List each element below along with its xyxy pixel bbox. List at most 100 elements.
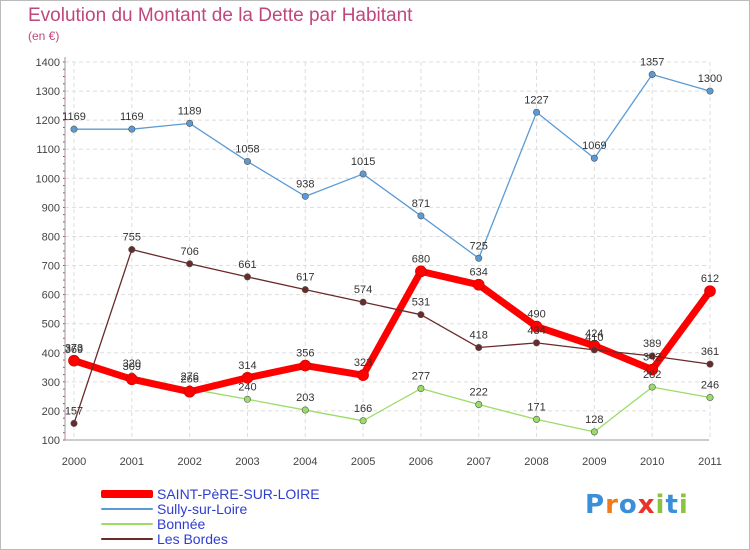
data-label: 369 [65, 344, 83, 356]
data-label: 574 [354, 284, 372, 296]
data-point [590, 154, 598, 162]
data-point [128, 125, 136, 133]
x-tick-label: 2002 [177, 456, 201, 468]
data-point [357, 369, 369, 381]
data-label: 490 [527, 309, 545, 321]
legend-label: Bonnée [157, 516, 206, 532]
data-label: 320 [123, 358, 141, 370]
data-point [417, 311, 425, 319]
legend-label: Sully-sur-Loire [157, 501, 248, 517]
data-label: 938 [296, 178, 314, 190]
x-tick-label: 2001 [120, 456, 144, 468]
data-label: 389 [643, 338, 661, 350]
data-point [243, 395, 251, 403]
data-label: 342 [643, 352, 661, 364]
data-point [704, 285, 716, 297]
data-point [590, 346, 598, 354]
y-tick-label: 900 [42, 202, 60, 214]
y-tick-label: 1000 [36, 173, 60, 185]
data-label: 266 [180, 374, 198, 386]
data-label: 680 [412, 253, 430, 265]
data-label: 661 [238, 259, 256, 271]
data-point [706, 394, 714, 402]
data-point [648, 383, 656, 391]
data-label: 166 [354, 403, 372, 415]
data-point [301, 406, 309, 414]
chart-subtitle: (en €) [28, 29, 60, 43]
data-label: 373 [65, 343, 83, 355]
data-point [183, 385, 196, 398]
data-point [241, 371, 254, 384]
legend-item-les-bordes: Les Bordes [101, 531, 228, 547]
y-tick-label: 1300 [36, 86, 60, 98]
data-point [68, 354, 80, 367]
series-line [73, 361, 711, 433]
data-label: 1169 [62, 111, 86, 123]
data-label: 203 [296, 392, 314, 404]
data-label: 725 [470, 240, 488, 252]
data-label: 612 [701, 273, 719, 285]
data-label: 531 [412, 297, 430, 309]
data-label: 361 [701, 346, 719, 358]
data-label: 128 [585, 414, 603, 426]
data-point [530, 320, 543, 333]
data-label: 410 [585, 332, 603, 344]
data-point [70, 125, 78, 133]
data-label: 1300 [698, 73, 722, 85]
x-tick-label: 2004 [293, 456, 317, 468]
data-point [533, 415, 541, 423]
data-point [243, 157, 251, 165]
data-point [301, 286, 309, 294]
legend-swatch [101, 523, 153, 525]
data-point [359, 298, 367, 306]
data-point [417, 212, 425, 220]
x-tick-label: 2007 [466, 456, 490, 468]
data-label: 418 [470, 330, 488, 342]
data-label: 356 [296, 348, 314, 360]
x-tick-label: 2010 [640, 456, 664, 468]
data-point [533, 108, 541, 116]
data-point [359, 170, 367, 178]
data-point [70, 419, 78, 427]
series-line [73, 248, 711, 425]
y-tick-label: 400 [42, 348, 60, 360]
y-tick-label: 600 [42, 290, 60, 302]
data-label: 1189 [178, 105, 202, 117]
legend-item-saint-pere: SAINT-PèRE-SUR-LOIRE [101, 486, 320, 502]
x-tick-label: 2009 [582, 456, 606, 468]
legend-label: Les Bordes [157, 531, 228, 547]
data-point [646, 363, 658, 376]
data-label: 755 [123, 232, 141, 244]
proxiti-logo: Proxiti [585, 490, 689, 520]
y-tick-label: 1400 [36, 57, 60, 69]
y-tick-label: 300 [42, 377, 60, 389]
data-point [475, 344, 483, 352]
series-line [70, 267, 714, 396]
legend-swatch [101, 538, 153, 540]
data-point [301, 192, 309, 200]
data-point [472, 278, 485, 291]
data-point [186, 260, 194, 268]
data-label: 871 [412, 198, 430, 210]
data-label: 246 [701, 380, 719, 392]
data-label: 1169 [120, 111, 144, 123]
data-label: 1058 [235, 143, 259, 155]
data-label: 276 [180, 371, 198, 383]
series-line [73, 73, 711, 259]
data-label: 309 [123, 361, 141, 373]
legend-swatch [101, 508, 153, 510]
data-point [359, 417, 367, 425]
data-point [648, 71, 656, 79]
data-label: 323 [354, 357, 372, 369]
data-label: 222 [470, 387, 488, 399]
x-tick-label: 2003 [235, 456, 259, 468]
legend-label: SAINT-PèRE-SUR-LOIRE [157, 486, 320, 502]
data-label: 1357 [640, 57, 664, 69]
data-label: 277 [412, 371, 430, 383]
data-label: 424 [585, 328, 603, 340]
data-point [415, 265, 427, 278]
data-label: 1069 [582, 140, 606, 152]
data-label: 157 [65, 405, 83, 417]
data-point [533, 339, 541, 347]
